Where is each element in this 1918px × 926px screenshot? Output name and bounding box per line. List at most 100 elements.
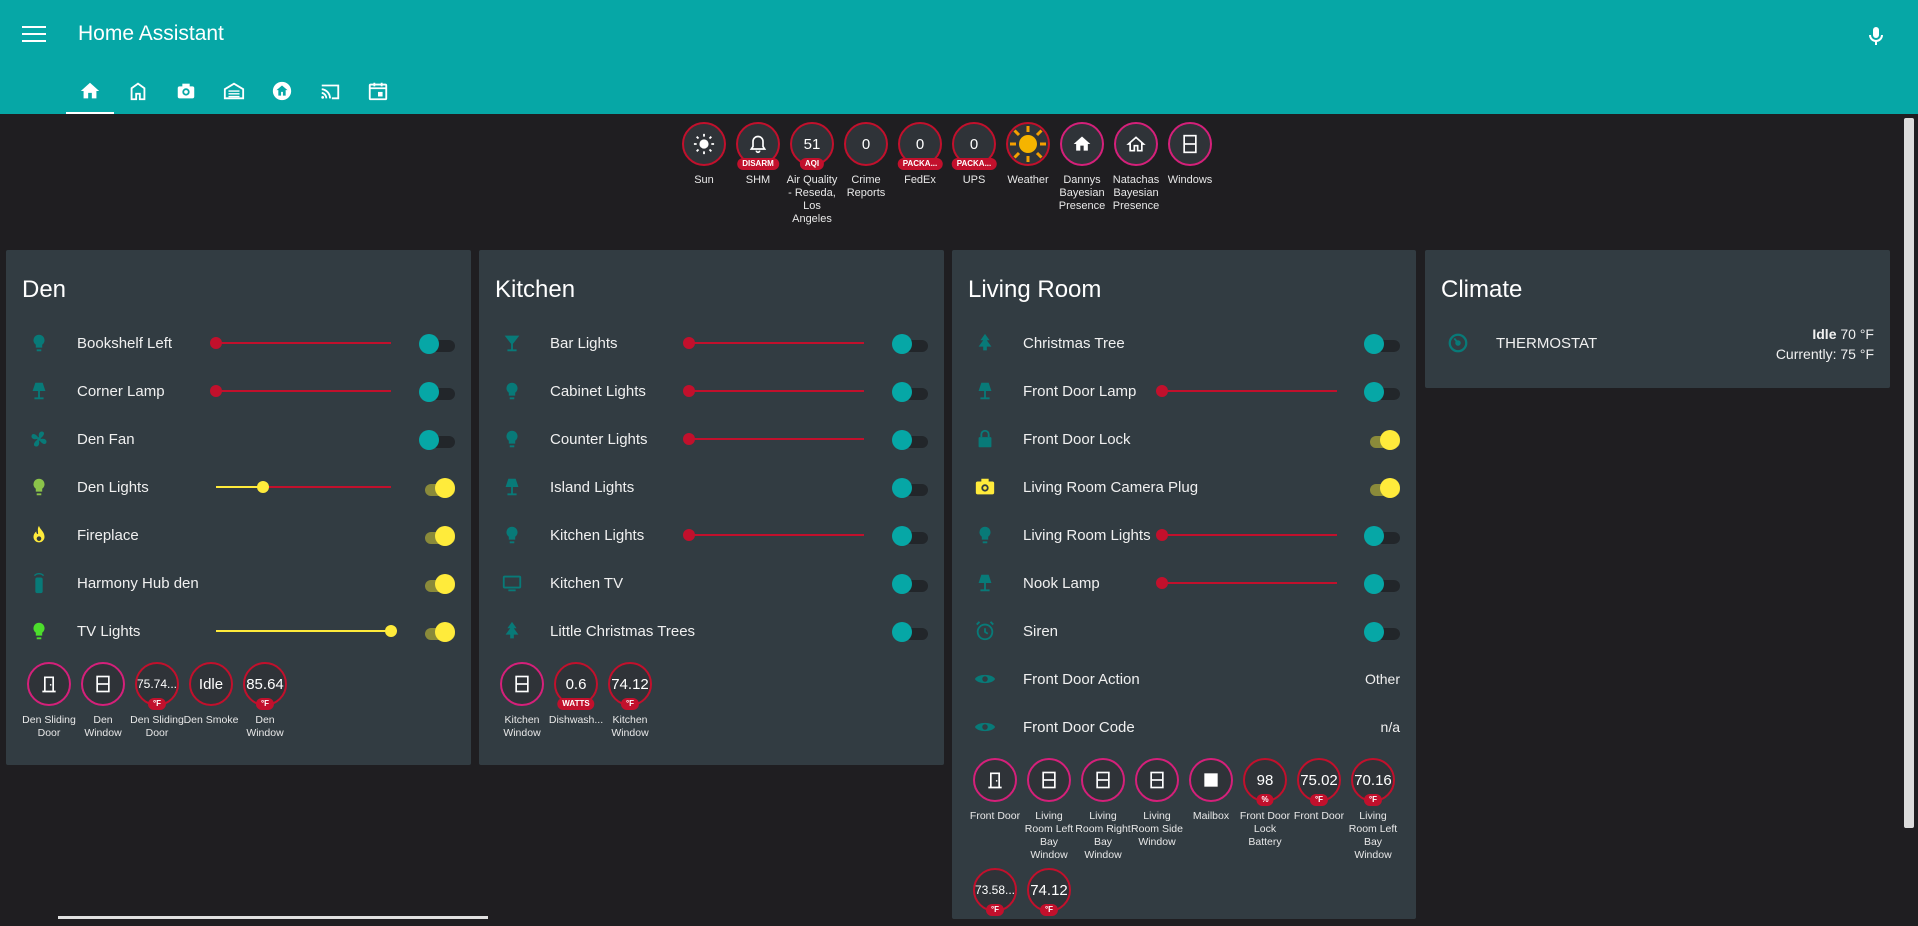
sensor-badge[interactable]: 74.12 °F Kitchen Window [603, 662, 657, 740]
sensor-badge[interactable]: 74.12 °F [1022, 868, 1076, 920]
entity-row[interactable]: Front Door Code n/a [952, 710, 1416, 746]
slider-knob[interactable] [1156, 577, 1168, 589]
badge-sun[interactable]: Sun [677, 122, 731, 226]
brightness-slider[interactable] [683, 433, 864, 445]
tab-cast[interactable] [306, 76, 354, 114]
thermostat-row[interactable]: THERMOSTAT [1425, 326, 1890, 362]
toggle-switch[interactable] [892, 430, 928, 450]
badge-windows[interactable]: Windows [1163, 122, 1217, 226]
entity-row[interactable]: Fireplace [6, 518, 471, 554]
toggle-switch[interactable] [892, 622, 928, 642]
slider-knob[interactable] [1156, 529, 1168, 541]
badge-ups[interactable]: 0 PACKA... UPS [947, 122, 1001, 226]
sensor-badge[interactable]: 85.64 °F Den Window [238, 662, 292, 740]
brightness-slider[interactable] [210, 385, 391, 397]
slider-knob[interactable] [210, 337, 222, 349]
sensor-badge[interactable]: Front Door [968, 758, 1022, 862]
sensor-badge[interactable]: Den Window [76, 662, 130, 740]
slider-knob[interactable] [683, 337, 695, 349]
slider-knob[interactable] [683, 433, 695, 445]
toggle-switch[interactable] [892, 334, 928, 354]
badge-weather[interactable]: Weather [1001, 122, 1055, 226]
badge-natachas-presence[interactable]: Natachas Bayesian Presence [1109, 122, 1163, 226]
toggle-switch[interactable] [419, 430, 455, 450]
toggle-switch[interactable] [419, 478, 455, 498]
microphone-icon[interactable] [1864, 22, 1888, 50]
toggle-switch[interactable] [1364, 526, 1400, 546]
entity-row[interactable]: Kitchen Lights [479, 518, 944, 554]
badge-fedex[interactable]: 0 PACKA... FedEx [893, 122, 947, 226]
entity-row[interactable]: Front Door Lock [952, 422, 1416, 458]
entity-row[interactable]: Nook Lamp [952, 566, 1416, 602]
toggle-switch[interactable] [1364, 478, 1400, 498]
entity-row[interactable]: Island Lights [479, 470, 944, 506]
entity-row[interactable]: Siren [952, 614, 1416, 650]
brightness-slider[interactable] [683, 385, 864, 397]
toggle-switch[interactable] [892, 478, 928, 498]
entity-row[interactable]: Kitchen TV [479, 566, 944, 602]
toggle-switch[interactable] [892, 526, 928, 546]
sensor-badge[interactable]: Kitchen Window [495, 662, 549, 740]
sensor-badge[interactable]: 98% Front Door Lock Battery [1238, 758, 1292, 862]
toggle-switch[interactable] [892, 574, 928, 594]
entity-row[interactable]: Bookshelf Left [6, 326, 471, 362]
scrollbar[interactable] [1901, 114, 1918, 919]
entity-row[interactable]: Harmony Hub den [6, 566, 471, 602]
entity-row[interactable]: Den Lights [6, 470, 471, 506]
toggle-switch[interactable] [419, 334, 455, 354]
toggle-switch[interactable] [892, 382, 928, 402]
brightness-slider[interactable] [1156, 529, 1337, 541]
sensor-badge[interactable]: Living Room Side Window [1130, 758, 1184, 862]
toggle-switch[interactable] [419, 622, 455, 642]
entity-row[interactable]: Cabinet Lights [479, 374, 944, 410]
entity-row[interactable]: Den Fan [6, 422, 471, 458]
toggle-switch[interactable] [419, 574, 455, 594]
tab-home-circle[interactable] [258, 76, 306, 114]
sensor-badge[interactable]: 75.02 °F Front Door [1292, 758, 1346, 862]
brightness-slider[interactable] [683, 529, 864, 541]
entity-row[interactable]: Living Room Lights [952, 518, 1416, 554]
tab-house[interactable] [114, 76, 162, 114]
entity-row[interactable]: Little Christmas Trees [479, 614, 944, 650]
toggle-switch[interactable] [1364, 430, 1400, 450]
entity-row[interactable]: Counter Lights [479, 422, 944, 458]
entity-row[interactable]: TV Lights [6, 614, 471, 650]
brightness-slider[interactable] [683, 337, 864, 349]
sensor-badge[interactable]: 70.16 °F Living Room Left Bay Window [1346, 758, 1400, 862]
slider-knob[interactable] [683, 385, 695, 397]
entity-row[interactable]: Living Room Camera Plug [952, 470, 1416, 506]
badge-crime-reports[interactable]: 0 Crime Reports [839, 122, 893, 226]
entity-row[interactable]: Corner Lamp [6, 374, 471, 410]
sensor-badge[interactable]: Idle Den Smoke [184, 662, 238, 740]
sensor-badge[interactable]: Den Sliding Door [22, 662, 76, 740]
badge-shm[interactable]: DISARM SHM [731, 122, 785, 226]
toggle-switch[interactable] [419, 526, 455, 546]
sensor-badge[interactable]: Living Room Right Bay Window [1075, 758, 1131, 862]
tab-camera[interactable] [162, 76, 210, 114]
toggle-switch[interactable] [1364, 334, 1400, 354]
badge-air-quality[interactable]: 51 AQI Air Quality - Reseda, Los Angeles [785, 122, 839, 226]
slider-knob[interactable] [210, 385, 222, 397]
brightness-slider[interactable] [210, 337, 391, 349]
entity-row[interactable]: Front Door Lamp [952, 374, 1416, 410]
slider-knob[interactable] [1156, 385, 1168, 397]
sensor-badge[interactable]: 75.74... °F Den Sliding Door [130, 662, 184, 740]
toggle-switch[interactable] [1364, 622, 1400, 642]
sensor-badge[interactable]: Mailbox [1184, 758, 1238, 862]
sensor-badge[interactable]: 73.58... °F [968, 868, 1022, 920]
brightness-slider[interactable] [1156, 385, 1337, 397]
entity-row[interactable]: Bar Lights [479, 326, 944, 362]
toggle-switch[interactable] [1364, 574, 1400, 594]
sensor-badge[interactable]: 0.6 WATTS Dishwash... [549, 662, 603, 740]
badge-dannys-presence[interactable]: Dannys Bayesian Presence [1055, 122, 1109, 226]
slider-knob[interactable] [257, 481, 270, 493]
slider-knob[interactable] [683, 529, 695, 541]
toggle-switch[interactable] [419, 382, 455, 402]
brightness-slider[interactable] [216, 625, 397, 637]
menu-icon[interactable] [22, 26, 46, 44]
tab-home[interactable] [66, 76, 114, 114]
sensor-badge[interactable]: Living Room Left Bay Window [1022, 758, 1076, 862]
brightness-slider[interactable] [216, 481, 391, 493]
entity-row[interactable]: Front Door Action Other [952, 662, 1416, 698]
entity-row[interactable]: Christmas Tree [952, 326, 1416, 362]
